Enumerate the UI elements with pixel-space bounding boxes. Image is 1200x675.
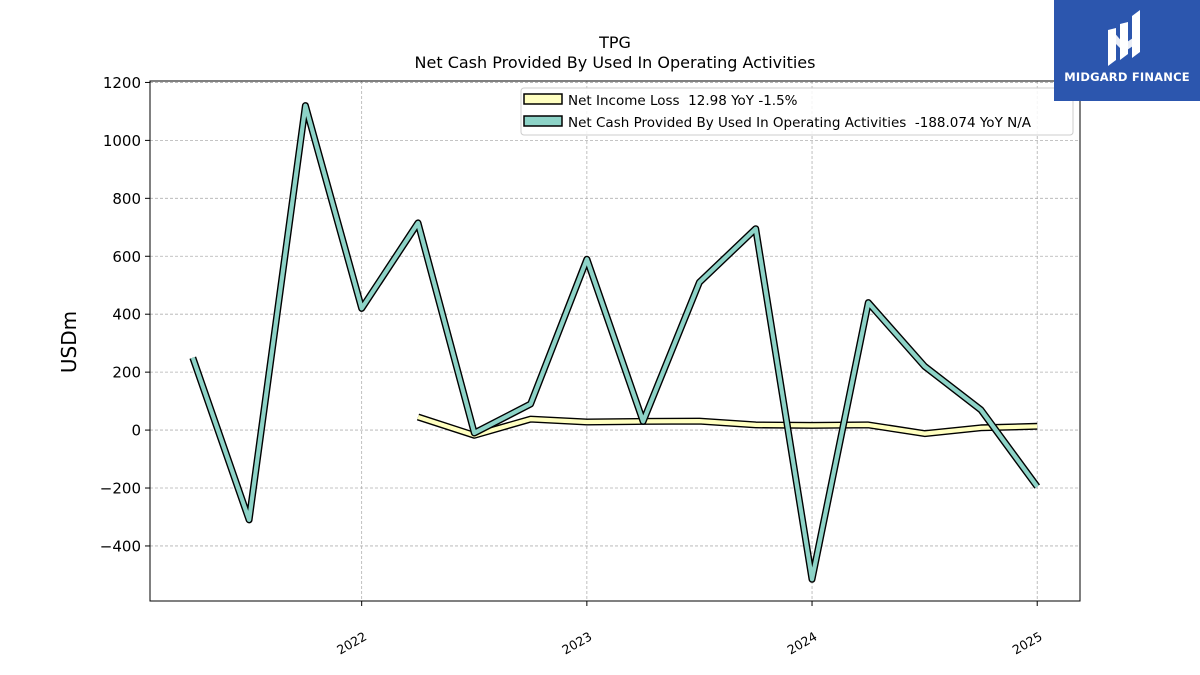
series-layer [189, 102, 1041, 583]
y-tick-label: 400 [112, 306, 141, 324]
y-tick-label: −400 [100, 537, 141, 555]
y-axis-label: USDm [57, 311, 81, 373]
y-tick-label: −200 [100, 480, 141, 498]
y-axis: −400 −200 0 200 400 600 800 1000 1200 [100, 74, 150, 555]
midgard-finance-logo: MIDGARD FINANCE [1054, 0, 1200, 101]
logo-text: MIDGARD FINANCE [1064, 70, 1190, 84]
y-tick-label: 1000 [103, 132, 141, 150]
x-tick-label: 2024 [784, 629, 819, 658]
y-tick-label: 600 [112, 248, 141, 266]
series-line-net-income-loss [417, 415, 1038, 438]
chart-title: TPG [598, 33, 631, 52]
y-tick-label: 1200 [103, 74, 141, 92]
x-tick-label: 2025 [1010, 629, 1045, 658]
legend-label-operating-cash: Net Cash Provided By Used In Operating A… [568, 115, 1032, 131]
y-tick-label: 200 [112, 364, 141, 382]
legend: Net Income Loss 12.98 YoY -1.5% Net Cash… [520, 87, 1074, 136]
legend-swatch-operating-cash [523, 115, 563, 127]
x-axis: 2022 2023 2024 2025 [334, 601, 1045, 658]
midgard-logo-icon [1108, 10, 1140, 66]
y-tick-label: 800 [112, 190, 141, 208]
plot-frame [149, 80, 1081, 602]
legend-swatch-net-income [523, 93, 563, 105]
x-tick-label: 2022 [334, 629, 369, 658]
y-tick-label: 0 [131, 422, 141, 440]
legend-label-net-income: Net Income Loss 12.98 YoY -1.5% [568, 93, 798, 109]
series-line-operating-cash-flow [190, 103, 1039, 582]
chart-subtitle: Net Cash Provided By Used In Operating A… [415, 53, 816, 72]
x-tick-label: 2023 [559, 629, 594, 658]
grid-lines [150, 81, 1080, 601]
legend-box [520, 87, 1074, 136]
